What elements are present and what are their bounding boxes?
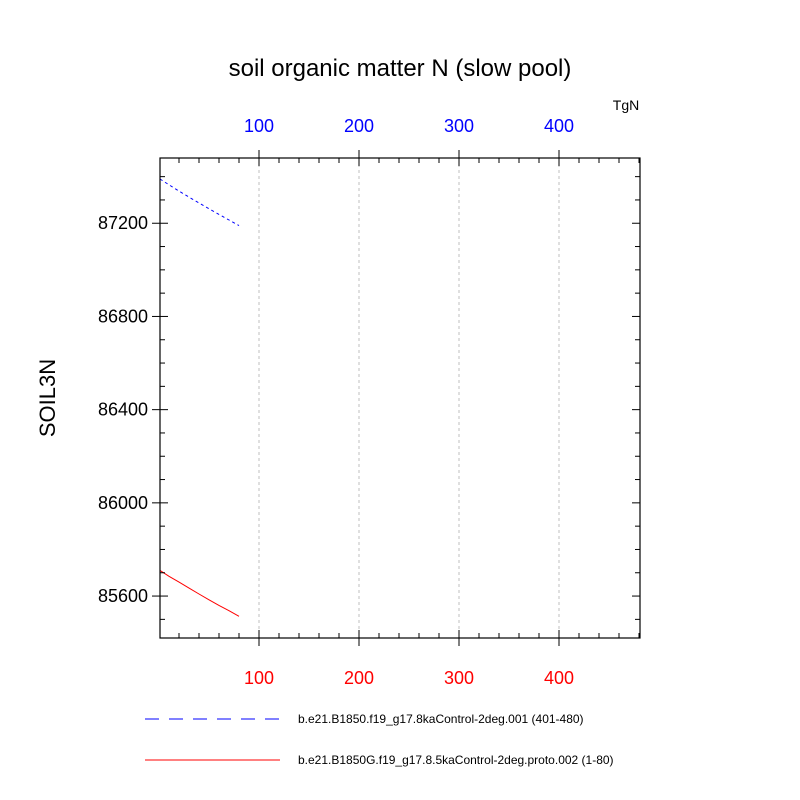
chart-title: soil organic matter N (slow pool) [229,55,572,82]
grid [258,158,560,638]
y-tick-label: 86800 [98,306,148,326]
bottom-x-tick-label: 300 [444,668,474,688]
top-x-tick-label: 100 [244,116,274,136]
bottom-x-tick-label: 100 [244,668,274,688]
y-tick-label: 85600 [98,586,148,606]
top-axis-units: TgN [613,97,639,113]
tick-labels: 85600 86000 86400 86800 87200 100 200 300 400 100… [98,116,574,688]
top-x-tick-label: 300 [444,116,474,136]
series-line [159,178,240,227]
y-tick-label: 86400 [98,400,148,420]
bottom-x-tick-label: 200 [344,668,374,688]
y-axis-label: SOIL3N [35,359,60,437]
plot-frame [159,157,641,639]
series-line [159,569,240,617]
legend-label: b.e21.B1850G.f19_g17.8.5kaControl-2deg.p… [298,753,614,767]
axis-ticks [152,150,640,646]
top-x-tick-label: 400 [544,116,574,136]
series-lines [159,178,240,617]
y-tick-label: 87200 [98,213,148,233]
bottom-x-tick-label: 400 [544,668,574,688]
y-tick-label: 86000 [98,493,148,513]
legend-label: b.e21.B1850.f19_g17.8kaControl-2deg.001 … [298,712,584,726]
legend: b.e21.B1850.f19_g17.8kaControl-2deg.001 … [145,712,614,767]
top-x-tick-label: 200 [344,116,374,136]
